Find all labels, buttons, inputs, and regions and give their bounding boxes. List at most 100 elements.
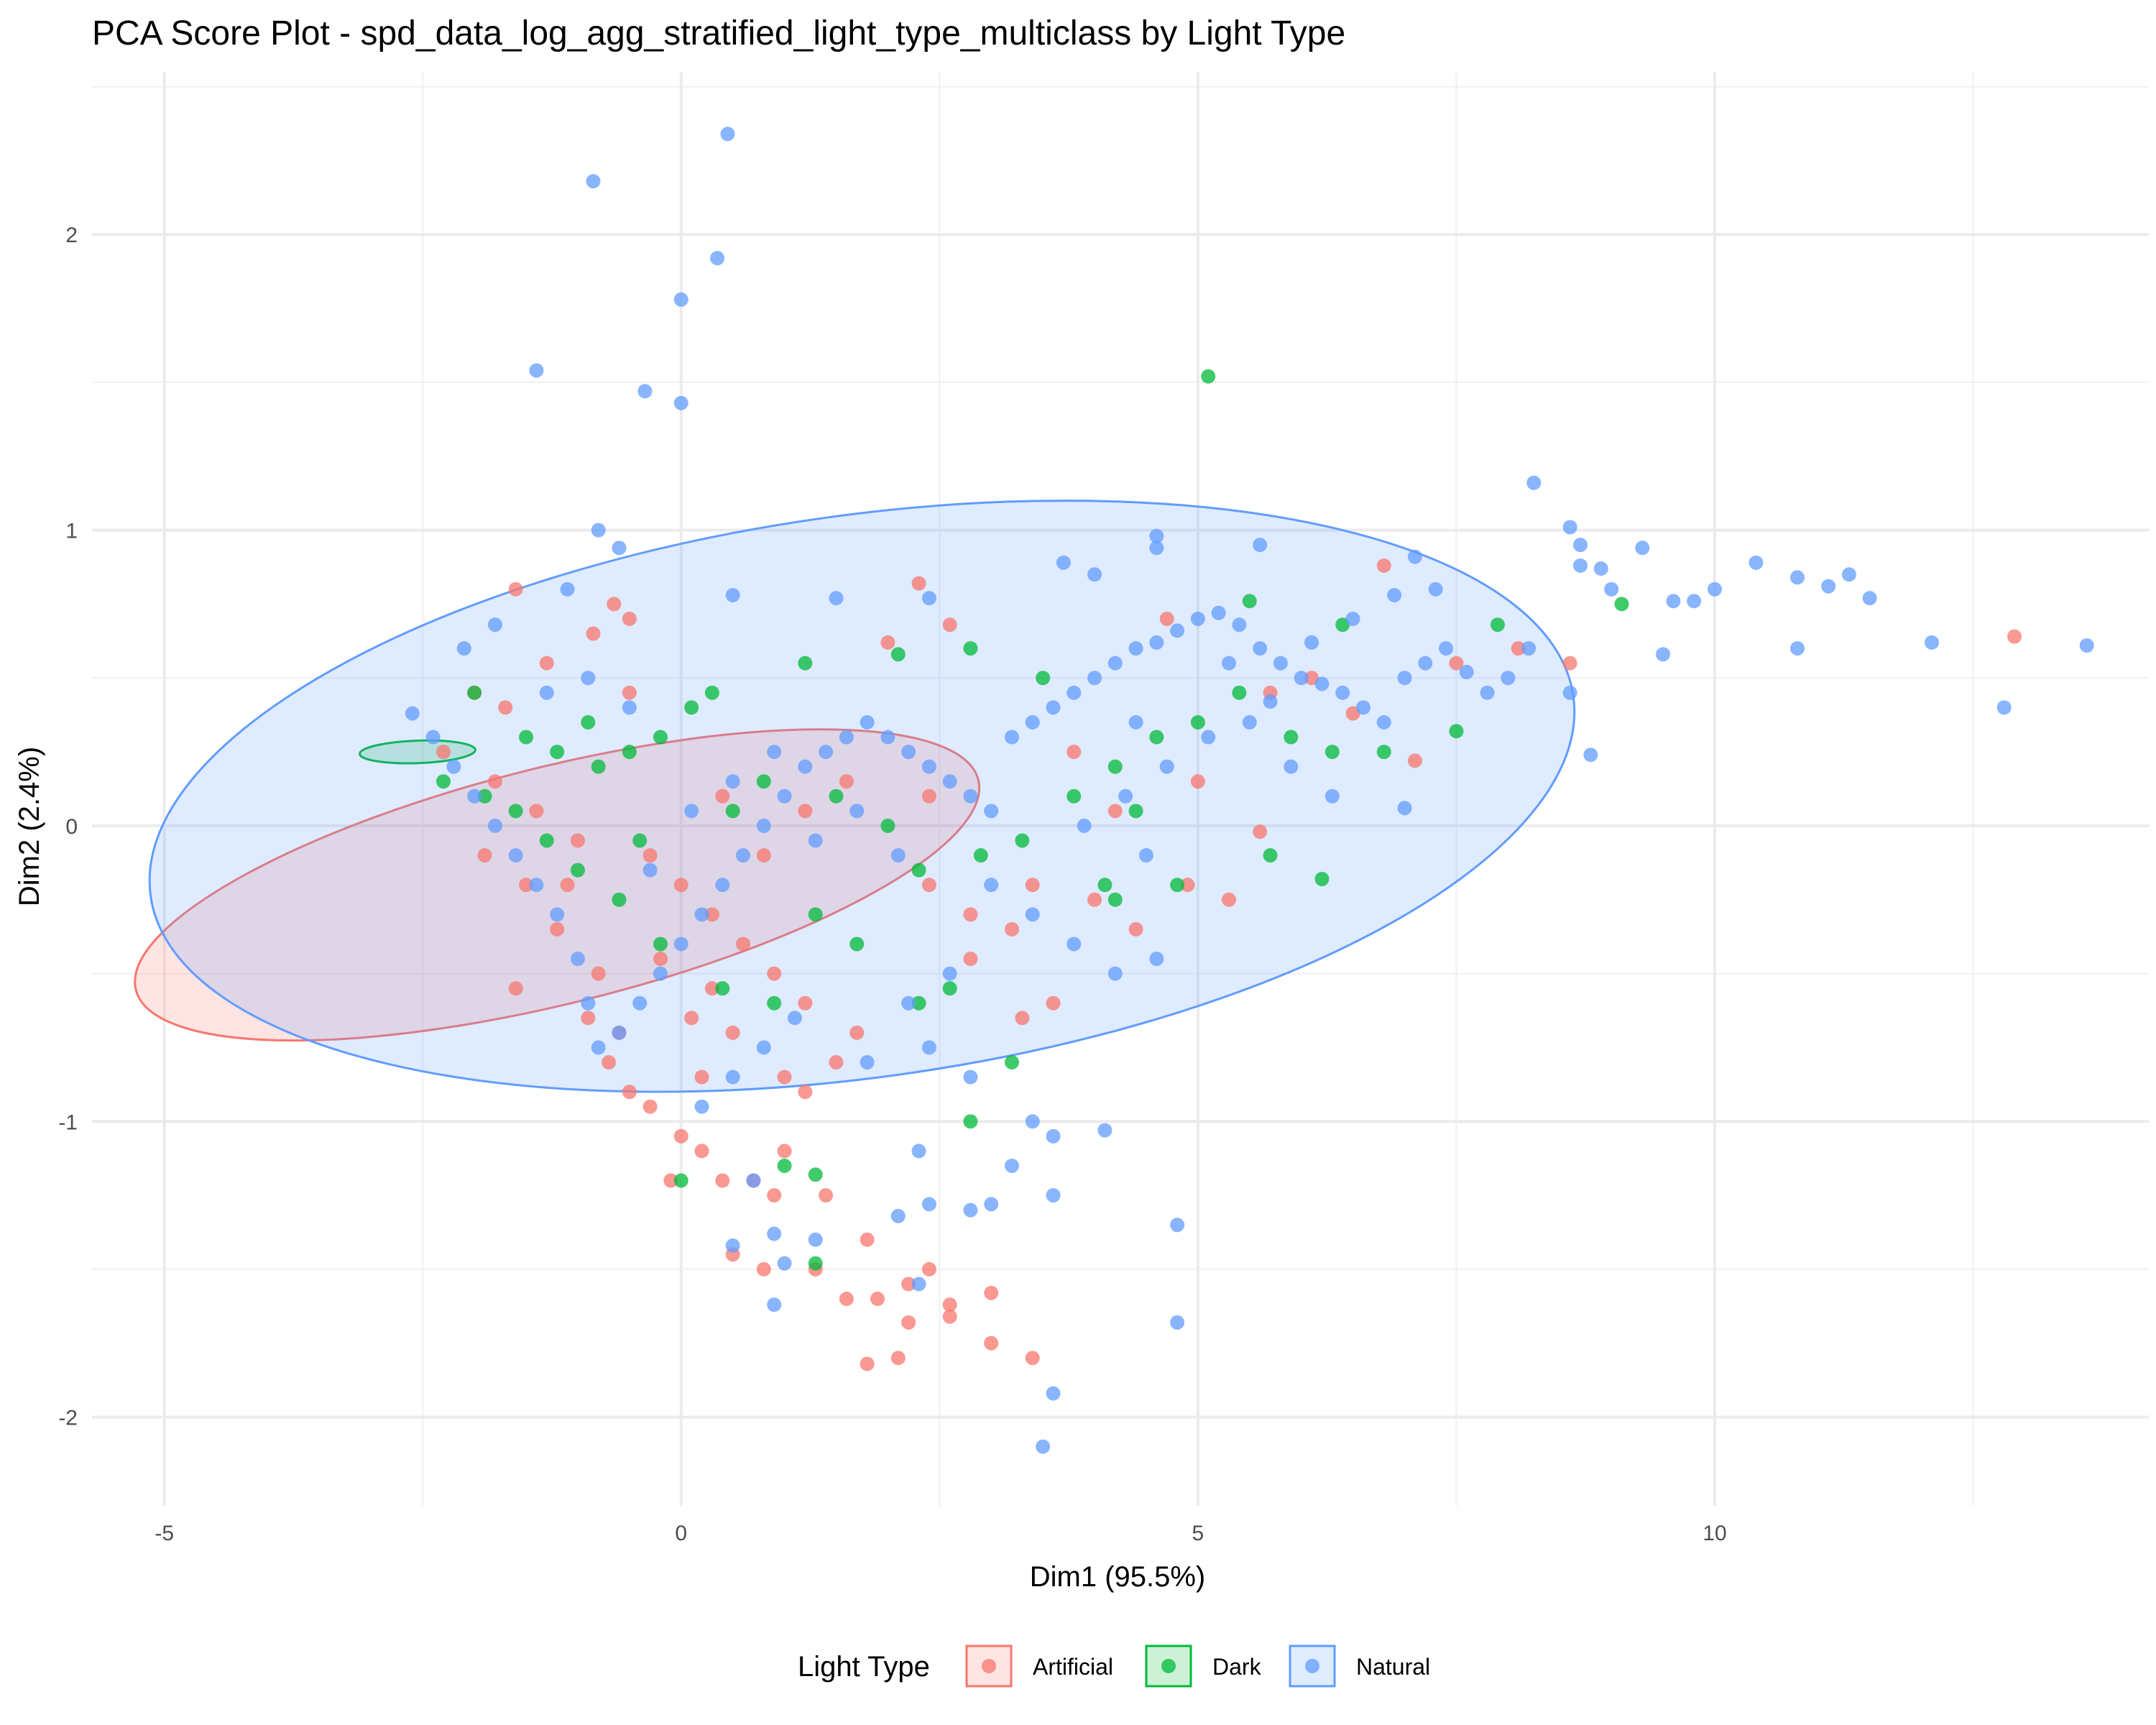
point-dark [715, 981, 730, 996]
legend-title: Light Type [798, 1651, 930, 1683]
point-natural [1418, 656, 1433, 671]
point-artificial [777, 1144, 792, 1159]
point-natural [901, 745, 916, 760]
point-artificial [539, 656, 554, 671]
point-natural [2079, 638, 2094, 653]
point-natural [1025, 907, 1040, 922]
point-artificial [673, 878, 688, 893]
point-artificial [942, 617, 957, 632]
x-tick-label: 5 [1192, 1522, 1204, 1545]
point-artificial [911, 576, 926, 591]
point-dark [632, 833, 648, 848]
point-dark [684, 700, 699, 715]
point-natural [1526, 475, 1542, 490]
point-dark [550, 745, 565, 760]
point-artificial [963, 907, 978, 922]
y-tick-label: 2 [65, 224, 78, 247]
point-natural [1821, 579, 1836, 594]
point-natural [1593, 561, 1608, 576]
point-artificial [984, 1335, 999, 1351]
point-artificial [529, 804, 544, 819]
point-natural [1222, 656, 1237, 671]
point-artificial [1067, 745, 1082, 760]
point-dark [849, 937, 865, 952]
point-natural [1407, 549, 1422, 564]
point-natural [746, 1173, 761, 1188]
point-natural [1572, 538, 1588, 553]
point-natural [529, 363, 544, 378]
point-artificial [498, 700, 513, 715]
legend-key-point [1161, 1659, 1176, 1673]
point-artificial [767, 1188, 782, 1203]
point-natural [819, 745, 834, 760]
point-artificial [586, 626, 601, 641]
legend-item-dark: Dark [1145, 1644, 1262, 1688]
point-artificial [694, 1070, 709, 1085]
point-artificial [767, 966, 782, 981]
point-artificial [798, 804, 813, 819]
point-natural [1107, 966, 1123, 981]
point-natural [694, 907, 709, 922]
point-natural [963, 1070, 978, 1085]
point-dark [477, 788, 492, 804]
point-artificial [942, 1297, 957, 1312]
point-natural [860, 714, 875, 730]
point-natural [467, 788, 482, 804]
point-natural [911, 1276, 926, 1292]
point-natural [405, 706, 420, 721]
point-natural [808, 833, 823, 848]
point-natural [963, 788, 978, 804]
point-artificial [1046, 995, 1061, 1011]
point-dark [436, 774, 451, 789]
point-natural [1046, 700, 1061, 715]
point-artificial [715, 788, 730, 804]
point-natural [911, 1144, 926, 1159]
point-natural [984, 878, 999, 893]
point-artificial [901, 1276, 916, 1292]
point-natural [529, 878, 544, 893]
point-dark [911, 995, 926, 1011]
point-dark [1284, 730, 1299, 745]
point-dark [591, 759, 606, 774]
point-dark [1015, 833, 1030, 848]
point-natural [425, 730, 441, 745]
point-dark [1190, 714, 1205, 730]
point-natural [901, 995, 916, 1011]
point-natural [1025, 1114, 1040, 1129]
point-dark [1242, 594, 1257, 609]
point-artificial [1222, 892, 1237, 907]
point-artificial [1407, 753, 1422, 768]
point-natural [1284, 759, 1299, 774]
point-artificial [704, 907, 719, 922]
point-natural [880, 730, 895, 745]
x-tick-label: 10 [1703, 1522, 1726, 1545]
point-artificial [694, 1144, 709, 1159]
point-natural [756, 1040, 771, 1055]
point-artificial [607, 597, 622, 612]
point-natural [1128, 714, 1143, 730]
point-dark [767, 995, 782, 1011]
point-natural [586, 174, 601, 189]
point-dark [942, 981, 957, 996]
point-natural [720, 126, 735, 142]
point-natural [725, 1238, 740, 1254]
point-natural [1459, 665, 1474, 680]
y-tick-label: -1 [58, 1110, 78, 1134]
point-natural [560, 581, 575, 597]
point-artificial [477, 848, 492, 863]
legend-item-natural: Natural [1289, 1644, 1430, 1688]
y-tick-label: 0 [65, 815, 78, 839]
point-natural [694, 1099, 709, 1114]
point-natural [1656, 647, 1671, 662]
point-artificial [704, 981, 719, 996]
point-dark [963, 641, 978, 656]
point-natural [767, 745, 782, 760]
point-artificial [798, 1085, 813, 1100]
point-natural [581, 671, 596, 686]
point-natural [487, 818, 502, 833]
point-natural [942, 774, 957, 789]
point-natural [1345, 611, 1360, 626]
point-artificial [1180, 878, 1195, 893]
point-natural [1004, 730, 1019, 745]
point-natural [1025, 714, 1040, 730]
